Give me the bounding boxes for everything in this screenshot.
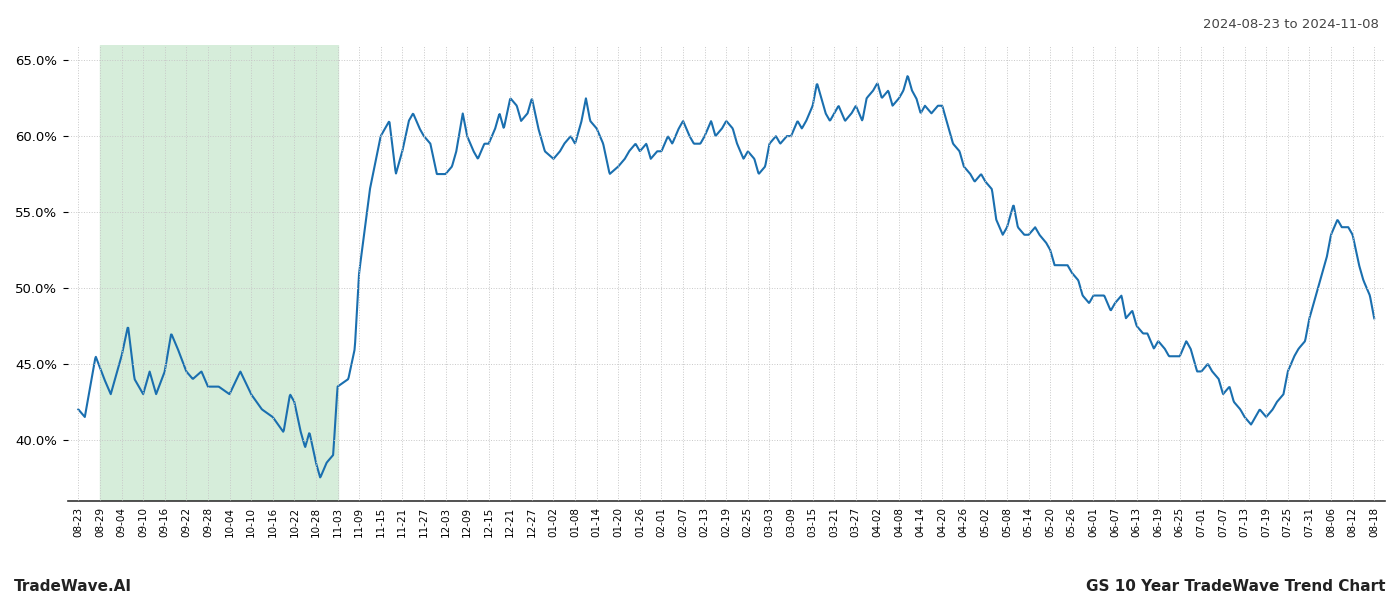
Text: 2024-08-23 to 2024-11-08: 2024-08-23 to 2024-11-08 [1203,18,1379,31]
Text: GS 10 Year TradeWave Trend Chart: GS 10 Year TradeWave Trend Chart [1086,579,1386,594]
Bar [99,45,337,500]
Text: TradeWave.AI: TradeWave.AI [14,579,132,594]
